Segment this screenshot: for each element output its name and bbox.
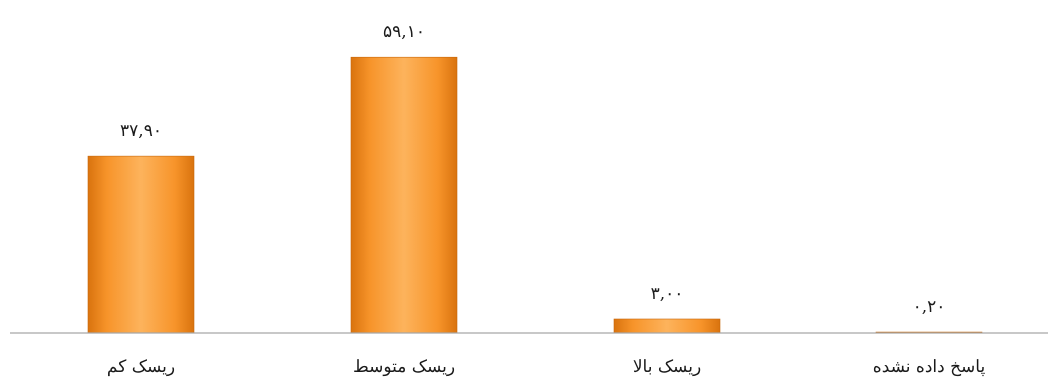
category-label-4: پاسخ داده نشده (873, 357, 986, 377)
category-label-1: ریسک کم (107, 357, 175, 377)
bar-3 (613, 318, 721, 334)
category-labels-group: ریسک کم ریسک متوسط ریسک بالا پاسخ داده نشده (107, 357, 986, 377)
category-label-3: ریسک بالا (633, 357, 701, 377)
bar-1 (87, 155, 195, 334)
data-label-4: ۰,۲۰ (913, 297, 946, 317)
data-label-1: ۳۷,۹۰ (120, 121, 162, 141)
bar-2 (350, 56, 458, 334)
data-labels-group: ۳۷,۹۰ ۵۹,۱۰ ۳,۰۰ ۰,۲۰ (120, 22, 945, 317)
data-label-2: ۵۹,۱۰ (383, 22, 425, 42)
category-label-2: ریسک متوسط (353, 357, 455, 377)
bars-group (87, 56, 983, 334)
data-label-3: ۳,۰۰ (651, 284, 684, 304)
